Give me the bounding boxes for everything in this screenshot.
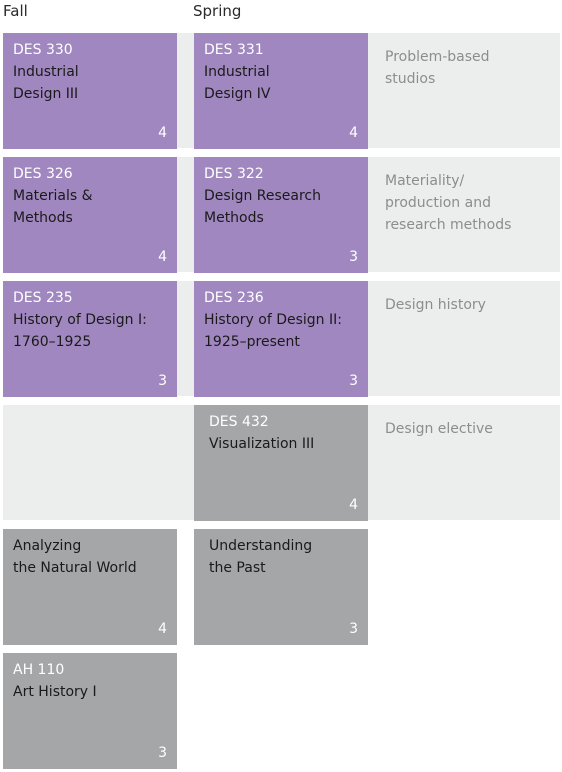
- course-code: DES 322: [204, 166, 264, 182]
- course-card-ah-110[interactable]: AH 110 Art History I 3: [3, 653, 177, 769]
- course-credits: 4: [158, 249, 167, 265]
- course-code: DES 432: [209, 414, 269, 430]
- course-card-analyzing-natural-world[interactable]: Analyzing the Natural World 4: [3, 529, 177, 645]
- course-code: AH 110: [13, 662, 65, 678]
- course-credits: 3: [349, 249, 358, 265]
- course-title: Understanding the Past: [209, 538, 313, 576]
- course-credits: 3: [349, 621, 358, 637]
- course-credits: 3: [349, 373, 358, 389]
- spring-header: Spring: [193, 2, 242, 20]
- course-card-des-326[interactable]: DES 326 Materials & Methods 4: [3, 157, 177, 273]
- course-code: DES 326: [13, 166, 73, 182]
- course-card-des-322[interactable]: DES 322 Design Research Methods 3: [194, 157, 368, 273]
- row-label-history: Design history: [385, 297, 486, 313]
- course-title: Industrial Design IV: [204, 64, 271, 102]
- course-card-des-235[interactable]: DES 235 History of Design I: 1760–1925 3: [3, 281, 177, 397]
- course-title: Materials & Methods: [13, 188, 93, 226]
- course-credits: 3: [158, 373, 167, 389]
- course-card-des-330[interactable]: DES 330 Industrial Design III 4: [3, 33, 177, 149]
- row-label-studios: Problem-based studios: [385, 49, 490, 87]
- course-code: DES 331: [204, 42, 264, 58]
- course-credits: 3: [158, 745, 167, 761]
- course-card-des-432[interactable]: DES 432 Visualization III 4: [194, 405, 368, 521]
- course-title: History of Design I: 1760–1925: [13, 312, 147, 350]
- course-card-des-331[interactable]: DES 331 Industrial Design IV 4: [194, 33, 368, 149]
- course-code: DES 330: [13, 42, 73, 58]
- course-credits: 4: [349, 497, 358, 513]
- row-label-methods: Materiality/ production and research met…: [385, 173, 512, 233]
- course-title: Industrial Design III: [13, 64, 79, 102]
- course-title: History of Design II: 1925–present: [204, 312, 342, 350]
- course-title: Visualization III: [209, 436, 315, 452]
- course-code: DES 236: [204, 290, 264, 306]
- fall-header: Fall: [3, 2, 28, 20]
- row-label-elective: Design elective: [385, 421, 493, 437]
- course-title: Design Research Methods: [204, 188, 322, 226]
- course-credits: 4: [158, 125, 167, 141]
- course-credits: 4: [158, 621, 167, 637]
- course-credits: 4: [349, 125, 358, 141]
- course-card-des-236[interactable]: DES 236 History of Design II: 1925–prese…: [194, 281, 368, 397]
- course-card-understanding-past[interactable]: Understanding the Past 3: [194, 529, 368, 645]
- course-title: Art History I: [13, 684, 97, 700]
- course-title: Analyzing the Natural World: [13, 538, 137, 576]
- course-code: DES 235: [13, 290, 73, 306]
